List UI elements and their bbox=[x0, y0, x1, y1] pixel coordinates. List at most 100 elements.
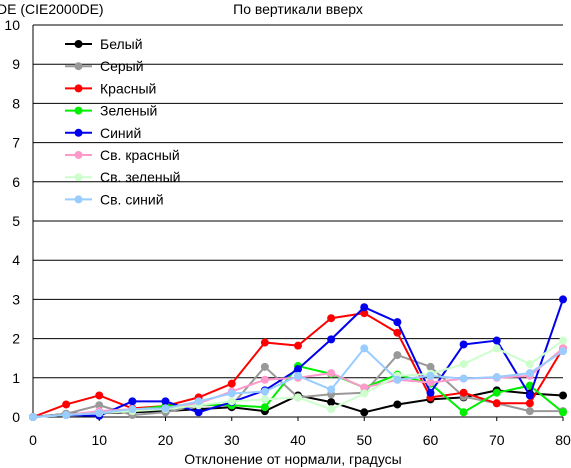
legend-label-7: Св. синий bbox=[100, 191, 164, 207]
y-tick-label-9: 9 bbox=[12, 56, 20, 72]
data-point-4-15 bbox=[128, 397, 137, 406]
data-point-6-30 bbox=[227, 397, 236, 406]
data-point-4-65 bbox=[459, 340, 468, 349]
data-point-2-45 bbox=[327, 314, 336, 323]
x-tick-label-0: 0 bbox=[29, 432, 37, 448]
x-tick-label-60: 60 bbox=[423, 432, 439, 448]
data-point-4-25 bbox=[194, 408, 203, 417]
data-point-1-60 bbox=[426, 362, 435, 371]
data-point-4-75 bbox=[525, 391, 534, 400]
x-tick-label-20: 20 bbox=[158, 432, 174, 448]
data-point-0-45 bbox=[327, 398, 336, 407]
legend-swatch-marker-6 bbox=[74, 173, 83, 182]
legend-swatch-marker-4 bbox=[74, 128, 83, 137]
data-point-1-75 bbox=[525, 407, 534, 416]
y-tick-label-4: 4 bbox=[12, 252, 20, 268]
data-point-7-35 bbox=[260, 387, 269, 396]
data-point-6-65 bbox=[459, 360, 468, 369]
data-point-6-70 bbox=[492, 344, 501, 353]
y-tick-label-6: 6 bbox=[12, 174, 20, 190]
data-point-3-80 bbox=[559, 408, 567, 417]
data-point-2-65 bbox=[459, 388, 468, 397]
y-tick-label-5: 5 bbox=[12, 213, 20, 229]
y-axis-title: DE (CIE2000DE) bbox=[0, 1, 104, 17]
data-point-7-45 bbox=[327, 385, 336, 394]
legend-swatch-marker-5 bbox=[74, 151, 83, 159]
x-tick-label-10: 10 bbox=[91, 432, 107, 448]
x-axis-title: Отклонение от нормали, градусы bbox=[184, 451, 401, 467]
data-point-7-20 bbox=[161, 404, 170, 413]
legend-swatch-marker-0 bbox=[74, 40, 83, 48]
data-point-7-10 bbox=[95, 409, 104, 418]
data-point-4-40 bbox=[294, 365, 302, 374]
data-point-7-70 bbox=[492, 373, 501, 382]
legend-label-3: Зеленый bbox=[100, 103, 157, 119]
y-tick-label-1: 1 bbox=[12, 370, 20, 386]
data-point-1-10 bbox=[95, 401, 104, 410]
legend-swatch-marker-1 bbox=[74, 62, 83, 71]
y-tick-label-8: 8 bbox=[12, 95, 20, 111]
data-point-2-70 bbox=[492, 399, 501, 408]
data-point-5-45 bbox=[327, 369, 336, 378]
tick-labels: 0 1 2 3 4 5 6 7 8 9 10 0 10 20 30 40 50 60 70 80 bbox=[4, 17, 571, 448]
data-point-5-50 bbox=[360, 383, 369, 392]
data-point-4-50 bbox=[360, 303, 369, 312]
data-point-7-25 bbox=[194, 397, 203, 406]
data-point-2-35 bbox=[260, 338, 269, 347]
data-point-7-0 bbox=[29, 413, 37, 421]
data-point-7-15 bbox=[128, 405, 137, 414]
data-point-2-50 bbox=[360, 309, 369, 318]
data-point-7-5 bbox=[62, 411, 71, 420]
data-point-6-35 bbox=[260, 395, 269, 404]
y-tick-label-7: 7 bbox=[12, 135, 20, 151]
legend-label-2: Красный bbox=[100, 80, 156, 96]
data-point-4-55 bbox=[393, 318, 402, 327]
data-point-4-45 bbox=[327, 335, 336, 344]
data-point-6-40 bbox=[294, 393, 302, 402]
legend-label-6: Св. зеленый bbox=[100, 169, 180, 185]
data-point-7-65 bbox=[459, 374, 468, 383]
data-point-7-80 bbox=[559, 347, 567, 356]
data-point-0-55 bbox=[393, 400, 402, 409]
x-tick-label-70: 70 bbox=[489, 432, 505, 448]
legend: Белый Серый Красный Зеленый Синий Св. красный… bbox=[65, 36, 180, 207]
data-point-7-75 bbox=[525, 369, 534, 378]
data-point-2-40 bbox=[294, 341, 302, 350]
data-point-1-55 bbox=[393, 351, 402, 360]
y-tick-label-2: 2 bbox=[12, 331, 20, 347]
legend-label-0: Белый bbox=[100, 36, 143, 52]
data-point-2-5 bbox=[62, 400, 71, 409]
gridlines bbox=[33, 24, 563, 379]
data-point-7-30 bbox=[227, 389, 236, 398]
legend-label-1: Серый bbox=[100, 58, 144, 74]
legend-swatch-marker-3 bbox=[74, 106, 83, 115]
data-point-2-10 bbox=[95, 391, 104, 400]
x-tick-label-30: 30 bbox=[224, 432, 240, 448]
data-point-5-35 bbox=[260, 375, 269, 384]
chart-title: По вертикали вверх bbox=[233, 1, 363, 17]
data-point-2-30 bbox=[227, 379, 236, 388]
data-point-7-60 bbox=[426, 371, 435, 380]
data-point-6-75 bbox=[525, 360, 534, 369]
data-point-2-75 bbox=[525, 399, 534, 408]
y-tick-label-0: 0 bbox=[12, 409, 20, 425]
x-tick-label-50: 50 bbox=[356, 432, 372, 448]
data-point-0-50 bbox=[360, 408, 369, 417]
series-line-7 bbox=[32, 347, 564, 418]
data-point-3-35 bbox=[260, 403, 269, 412]
legend-label-5: Св. красный bbox=[100, 147, 180, 163]
data-point-4-20 bbox=[161, 397, 170, 406]
data-point-7-40 bbox=[294, 371, 302, 380]
data-point-6-45 bbox=[327, 405, 336, 414]
legend-swatch-marker-2 bbox=[74, 84, 83, 93]
data-point-4-60 bbox=[426, 388, 435, 397]
series-group bbox=[29, 295, 567, 421]
data-point-6-80 bbox=[559, 336, 567, 345]
data-point-3-70 bbox=[492, 388, 501, 397]
series-line-5 bbox=[32, 347, 564, 418]
legend-label-4: Синий bbox=[100, 125, 141, 141]
data-point-3-65 bbox=[459, 408, 468, 417]
x-tick-label-40: 40 bbox=[290, 432, 306, 448]
data-point-7-55 bbox=[393, 375, 402, 384]
data-point-6-50 bbox=[360, 389, 369, 398]
